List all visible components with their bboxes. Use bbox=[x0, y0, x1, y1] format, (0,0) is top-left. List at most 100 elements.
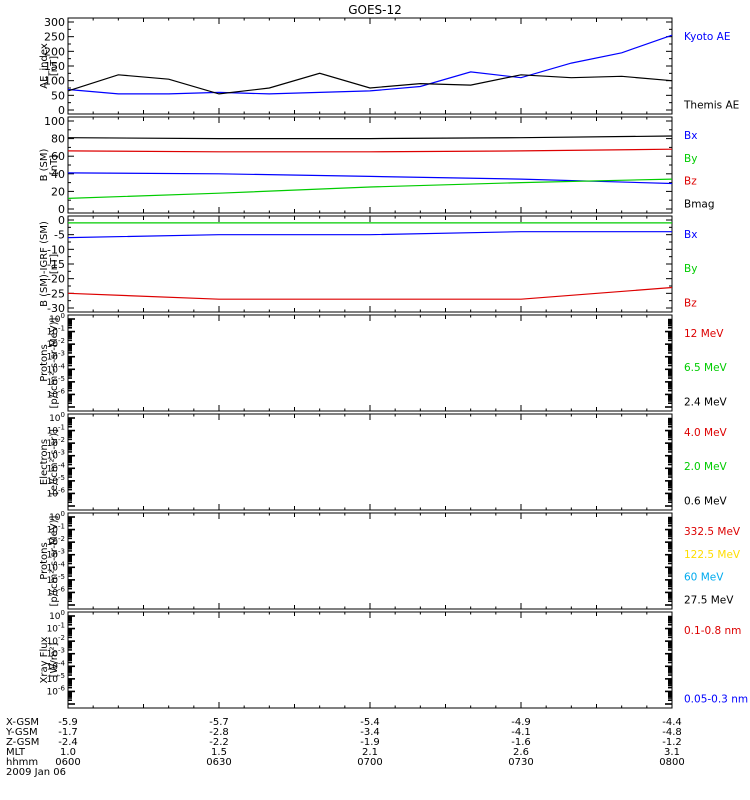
y-axis-label: [e/(cm²-s-sr)] bbox=[49, 429, 60, 495]
panel-frame bbox=[67, 611, 673, 709]
y-tick-label: 40 bbox=[51, 168, 65, 181]
legend-label: 0.05-0.3 nm bbox=[684, 693, 748, 705]
x-axis-value: -1.7 bbox=[58, 727, 78, 738]
series-line-bmag bbox=[67, 135, 673, 140]
panel-frame bbox=[67, 215, 673, 313]
series-line-bz bbox=[67, 286, 673, 300]
panel-4: Protons [p/(cm²-s-sr-MeV)]10010-110-210-3… bbox=[39, 312, 728, 412]
x-axis-value: -1.6 bbox=[511, 737, 531, 748]
legend-label: By bbox=[684, 153, 697, 165]
y-tick-label: 10-2 bbox=[47, 634, 65, 647]
panel-3: B (SM)-IGRF (SM) [nT] -30 -25-20 -15 -10-5 0 Bx… bbox=[39, 214, 697, 315]
y-tick-label: 0 bbox=[58, 104, 65, 117]
series-line-bx bbox=[67, 172, 673, 185]
x-axis-value: 2.1 bbox=[362, 747, 378, 758]
y-axis-label: [nT] bbox=[49, 155, 60, 175]
legend-label: Kyoto AE bbox=[684, 31, 730, 43]
y-tick-label: 0 bbox=[58, 214, 65, 227]
series-line-bx bbox=[67, 231, 672, 239]
y-tick-label: 100 bbox=[49, 609, 65, 622]
y-tick-label: 10-1 bbox=[47, 424, 65, 437]
y-tick-label: -5 bbox=[54, 229, 65, 242]
y-tick-label: 100 bbox=[49, 312, 65, 325]
legend-label: 0.6 MeV bbox=[684, 495, 728, 507]
panel-7: Xray Flux [W/m²] 10010-110-210-310-410-510… bbox=[39, 609, 748, 709]
y-tick-label: 100 bbox=[49, 411, 65, 424]
y-tick-label: -15 bbox=[47, 258, 65, 271]
y-tick-label: 10-5 bbox=[47, 672, 65, 685]
series-line-by bbox=[67, 178, 673, 199]
x-axis-row-label: MLT bbox=[6, 747, 26, 758]
y-tick-label: 60 bbox=[51, 150, 65, 163]
y-tick-label: 10-3 bbox=[47, 350, 65, 363]
x-axis-value: 1.5 bbox=[211, 747, 227, 758]
y-tick-label: 100 bbox=[49, 510, 65, 523]
legend-label: 60 MeV bbox=[684, 572, 724, 584]
legend-label: Bz bbox=[684, 297, 697, 309]
panel-frame bbox=[67, 314, 673, 412]
x-axis-value: -5.9 bbox=[58, 717, 78, 728]
y-tick-label: 100 bbox=[44, 75, 65, 88]
x-axis-value: -5.7 bbox=[209, 717, 229, 728]
legend-label: 4.0 MeV bbox=[684, 427, 728, 439]
y-tick-label: 200 bbox=[44, 45, 65, 58]
panel-6: Protons [p/(cm²-s-sr-MeV)]10010-110-210-3… bbox=[39, 510, 741, 610]
x-axis-value: 0800 bbox=[659, 757, 684, 768]
y-tick-label: -10 bbox=[47, 243, 65, 256]
legend-label: 332.5 MeV bbox=[684, 526, 741, 538]
y-tick-label: -20 bbox=[47, 273, 65, 286]
legend-label: Bx bbox=[684, 229, 697, 241]
y-tick-label: 0 bbox=[58, 203, 65, 216]
legend-label: Bmag bbox=[684, 198, 715, 210]
x-axis-value: 0630 bbox=[206, 757, 231, 768]
x-axis-row-label: X-GSM bbox=[6, 717, 39, 728]
x-axis-value: 3.1 bbox=[664, 747, 680, 758]
x-axis-value: -4.8 bbox=[662, 727, 682, 738]
y-tick-label: 10-4 bbox=[47, 560, 66, 573]
y-axis-label: Electrons bbox=[39, 439, 50, 485]
x-axis-value: -5.4 bbox=[360, 717, 380, 728]
y-tick-label: 10-6 bbox=[47, 486, 66, 499]
x-axis-row-label: Y-GSM bbox=[5, 727, 38, 738]
y-axis-label: Protons bbox=[39, 344, 50, 381]
x-axis-value: -1.9 bbox=[360, 737, 380, 748]
x-axis-value: -4.4 bbox=[662, 717, 682, 728]
y-axis-label: [p/(cm²-s-sr-MeV)] bbox=[49, 317, 60, 408]
x-axis-value: -2.2 bbox=[209, 737, 229, 748]
y-tick-label: 10-6 bbox=[47, 387, 66, 400]
panel-frame bbox=[67, 413, 673, 511]
series-line-bz bbox=[67, 148, 673, 153]
legend-label: 12 MeV bbox=[684, 328, 724, 340]
legend-label: 6.5 MeV bbox=[684, 362, 728, 374]
panel-frame bbox=[67, 17, 673, 115]
legend-label: 0.1-0.8 nm bbox=[684, 625, 741, 637]
y-axis-label: B (SM) bbox=[39, 148, 50, 181]
y-tick-label: -30 bbox=[47, 302, 65, 315]
y-axis-label: B (SM)-IGRF (SM) bbox=[39, 221, 50, 307]
y-tick-label: 10-6 bbox=[47, 585, 66, 598]
legend-label: 2.0 MeV bbox=[684, 461, 728, 473]
y-tick-label: 300 bbox=[44, 16, 65, 29]
x-axis-value: 1.0 bbox=[60, 747, 76, 758]
x-axis-value: -4.9 bbox=[511, 717, 531, 728]
x-axis-value: -2.4 bbox=[58, 737, 78, 748]
y-axis-label: [nT] bbox=[49, 254, 60, 274]
y-tick-label: 10-4 bbox=[47, 659, 66, 672]
y-tick-label: 100 bbox=[44, 115, 65, 128]
series-line-themis-ae bbox=[67, 72, 673, 95]
panel-2: B (SM) [nT] 0 20 40 60 80 100 Bx By Bz Bmag bbox=[39, 115, 715, 216]
legend-label: 27.5 MeV bbox=[684, 594, 734, 606]
y-axis-label: [nT] bbox=[49, 56, 60, 76]
y-tick-label: 50 bbox=[51, 89, 65, 102]
y-tick-label: 10-2 bbox=[47, 337, 65, 350]
y-axis-label: Protons bbox=[39, 542, 50, 579]
y-tick-label: 10-6 bbox=[47, 684, 66, 697]
y-tick-label: 10-5 bbox=[47, 375, 65, 388]
y-tick-label: 150 bbox=[44, 60, 65, 73]
y-tick-label: 10-1 bbox=[47, 622, 65, 635]
y-tick-label: 10-3 bbox=[47, 548, 65, 561]
